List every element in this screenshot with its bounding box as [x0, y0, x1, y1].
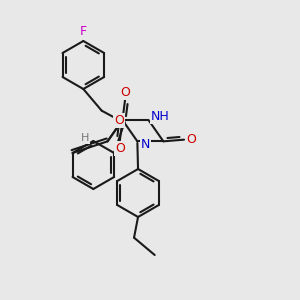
- Text: F: F: [80, 25, 87, 38]
- Text: NH: NH: [151, 110, 170, 123]
- Text: O: O: [186, 133, 196, 146]
- Text: H: H: [81, 133, 89, 143]
- Text: O: O: [115, 142, 125, 154]
- Text: O: O: [120, 85, 130, 98]
- Text: O: O: [114, 113, 124, 127]
- Text: N: N: [141, 137, 150, 151]
